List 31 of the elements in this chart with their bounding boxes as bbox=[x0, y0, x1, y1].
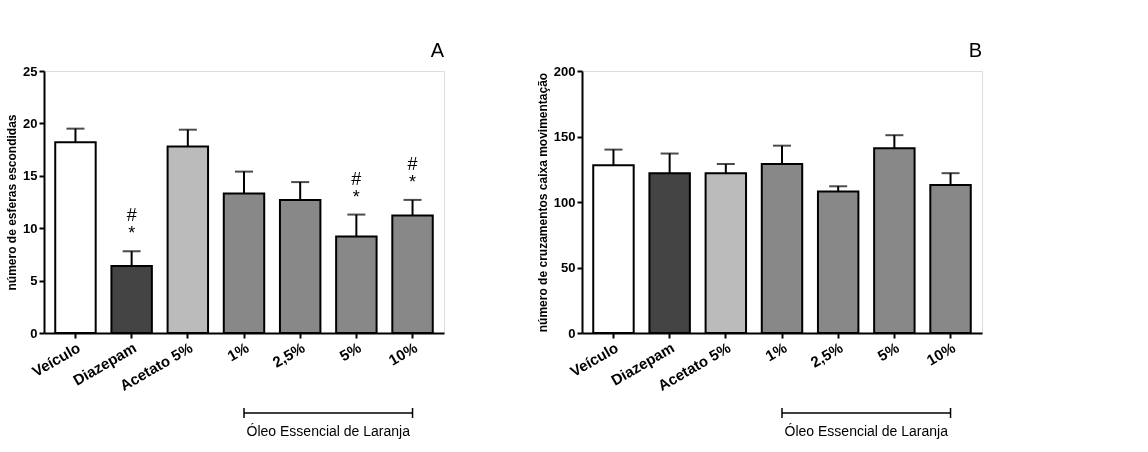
x-tick-label: 2,5% bbox=[269, 338, 308, 371]
y-tick-label: 5 bbox=[30, 273, 38, 289]
y-tick-label: 50 bbox=[561, 260, 576, 275]
annotation: # bbox=[351, 168, 362, 189]
text: Óleo Essencial de Laranja bbox=[246, 423, 411, 439]
x-tick-label: 5% bbox=[336, 338, 364, 365]
y-tick-label: 20 bbox=[23, 115, 38, 131]
x-tick-label: 1% bbox=[762, 338, 790, 365]
annotation: * bbox=[352, 186, 360, 207]
annotation: # bbox=[126, 205, 137, 226]
x-tick-label: 5% bbox=[874, 338, 902, 365]
y-tick-label: 0 bbox=[30, 325, 38, 341]
text: Óleo Essencial de Laranja bbox=[784, 423, 949, 439]
y-tick-label: 0 bbox=[568, 325, 576, 341]
y-axis-title: número de esferas escondidas bbox=[5, 114, 20, 291]
chart-title: B bbox=[968, 39, 982, 61]
y-tick-label: 25 bbox=[23, 63, 38, 79]
y-axis-title: número de cruzamentos caixa movimentação bbox=[535, 72, 550, 333]
annotation: * bbox=[409, 171, 417, 192]
y-tick-label: 15 bbox=[23, 168, 38, 184]
annotation: # bbox=[407, 153, 418, 174]
x-tick-label: 10% bbox=[923, 338, 959, 369]
y-tick-label: 200 bbox=[553, 63, 576, 79]
x-tick-label: 2,5% bbox=[807, 338, 846, 371]
annotation: * bbox=[128, 223, 136, 244]
chart-title: A bbox=[430, 39, 445, 61]
x-tick-label: 10% bbox=[385, 338, 421, 369]
y-tick-label: 100 bbox=[553, 194, 576, 210]
y-tick-label: 10 bbox=[23, 220, 38, 236]
x-tick-label: 1% bbox=[224, 338, 252, 365]
y-tick-label: 150 bbox=[553, 129, 576, 144]
